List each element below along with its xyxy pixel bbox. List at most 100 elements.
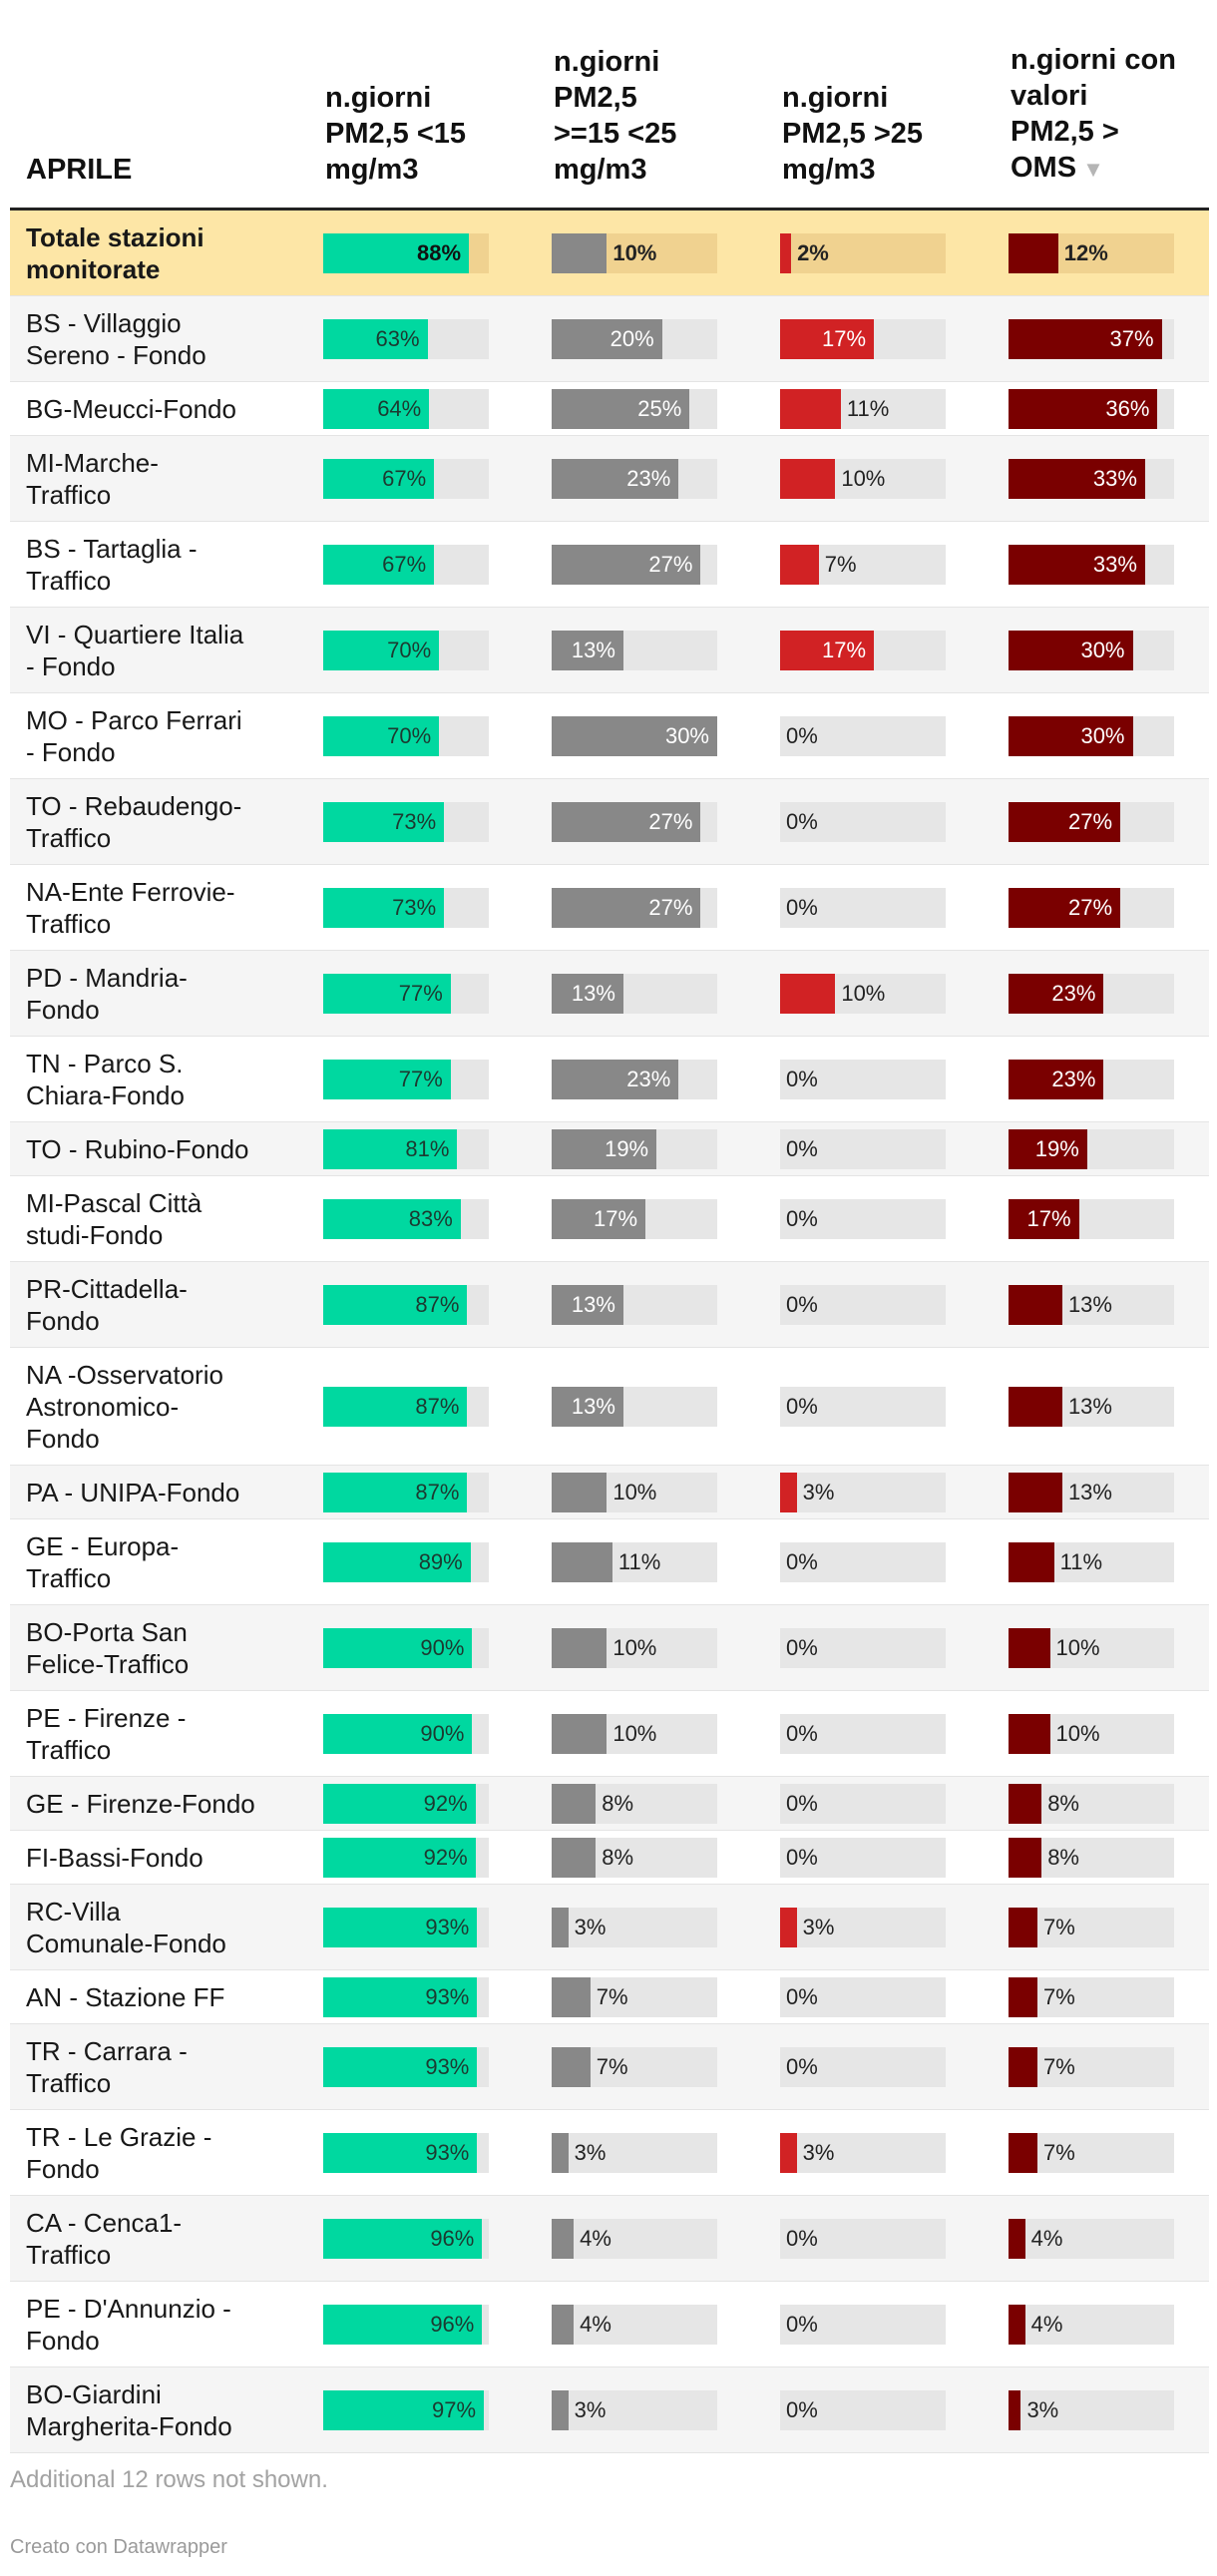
column-header-name[interactable]: APRILE [26,152,132,188]
bar-oms [1009,1838,1042,1878]
cell-oms: 7% [1009,2133,1174,2173]
value-label: 10% [612,1480,657,1504]
bar-gt25 [780,631,875,670]
bar-oms [1009,1977,1038,2017]
station-name: AN - Stazione FF [26,1970,300,2024]
column-header-lt15[interactable]: n.giorni PM2,5 <15 mg/m3 [325,80,466,188]
cell-gt25: 0% [780,1285,946,1325]
cell-oms: 27% [1009,888,1174,928]
credit-link[interactable]: Creato con Datawrapper [10,2536,227,2558]
value-label: 0% [786,1845,818,1870]
cell-gt25: 0% [780,2219,946,2259]
value-label: 27% [648,809,693,834]
cell-oms: 27% [1009,802,1174,842]
station-name: TR - Le Grazie - Fondo [26,2110,300,2196]
column-header-oms[interactable]: n.giorni con valori PM2,5 > OMS ▼ [1011,42,1176,188]
bar-oms [1009,2047,1038,2087]
cell-lt15: 73% [323,888,489,928]
cell-lt15: 81% [323,1129,489,1169]
value-label: 23% [626,1067,671,1091]
value-label: 17% [1026,1206,1071,1231]
cell-gt25: 10% [780,459,946,499]
bar-gt25 [780,459,836,499]
value-label: 0% [786,1721,818,1746]
station-name: RC-Villa Comunale-Fondo [26,1885,300,1970]
station-name-text: Totale stazioni monitorate [26,222,204,284]
station-name: BO-Giardini Margherita-Fondo [26,2367,300,2453]
station-name-text: PR-Cittadella- Fondo [26,1274,188,1336]
bar-oms [1009,1784,1042,1824]
column-header-gt25[interactable]: n.giorni PM2,5 >25 mg/m3 [782,80,923,188]
bar-track [780,1473,946,1512]
cell-oms: 7% [1009,1908,1174,1947]
cell-gt25: 7% [780,545,946,585]
cell-mid: 27% [552,802,717,842]
value-label: 67% [382,552,427,577]
bar-mid [552,1838,597,1878]
bar-mid [552,2047,591,2087]
column-header-label: n.giorni PM2,5 >25 mg/m3 [782,82,924,186]
table-row: PE - Firenze - Traffico 90% 10% 0% 10% [10,1691,1209,1777]
bar-oms [1009,1473,1062,1512]
bar-track [780,1387,946,1427]
bar-mid [552,2219,575,2259]
station-name: PA - UNIPA-Fondo [26,1466,300,1519]
cell-oms: 36% [1009,389,1174,429]
bar-gt25 [780,319,875,359]
station-name-text: GE - Europa- Traffico [26,1531,180,1593]
bar-track [552,1908,717,1947]
station-name: MO - Parco Ferrari - Fondo [26,693,300,779]
value-label: 12% [1063,240,1108,265]
value-label: 4% [1030,2226,1063,2251]
bar-mid [552,1784,597,1824]
bar-track [780,2390,946,2430]
table-row-total: Totale stazioni monitorate 88% 10% 2% 12% [10,211,1209,296]
cell-oms: 7% [1009,2047,1174,2087]
cell-mid: 25% [552,389,717,429]
station-name: MI-Marche- Traffico [26,436,300,522]
station-name: NA-Ente Ferrovie- Traffico [26,865,300,951]
bar-track [780,1838,946,1878]
station-name-text: BS - Tartaglia - Traffico [26,534,198,596]
cell-mid: 7% [552,1977,717,2017]
column-header-mid[interactable]: n.giorni PM2,5 >=15 <25 mg/m3 [554,44,676,188]
bar-lt15 [323,1473,468,1512]
bar-lt15 [323,631,440,670]
table-row: TO - Rubino-Fondo 81% 19% 0% 19% [10,1122,1209,1176]
cell-oms: 10% [1009,1628,1174,1668]
cell-gt25: 0% [780,1542,946,1582]
value-label: 4% [580,2312,611,2337]
cell-mid: 30% [552,716,717,756]
value-label: 13% [1067,1292,1112,1317]
bar-oms [1009,1387,1062,1427]
table-row: AN - Stazione FF 93% 7% 0% 7% [10,1970,1209,2024]
cell-gt25: 0% [780,1977,946,2017]
cell-mid: 3% [552,2390,717,2430]
cell-gt25: 0% [780,1784,946,1824]
cell-gt25: 0% [780,2305,946,2345]
value-label: 27% [648,895,693,920]
cell-mid: 23% [552,1060,717,1099]
station-name-text: TO - Rubino-Fondo [26,1134,249,1164]
value-label: 17% [822,638,867,662]
value-label: 70% [387,723,432,748]
bar-oms [1009,1908,1038,1947]
value-label: 10% [841,466,886,491]
bar-lt15 [323,1784,476,1824]
sort-descending-icon[interactable]: ▼ [1082,157,1104,182]
value-label: 13% [1067,1394,1112,1419]
column-header-label: n.giorni PM2,5 <15 mg/m3 [325,82,467,186]
bar-track [552,2305,717,2345]
value-label: 27% [1068,895,1113,920]
table-row: VI - Quartiere Italia - Fondo 70% 13% 17% 30… [10,608,1209,693]
bar-oms [1009,1542,1054,1582]
bar-mid [552,319,662,359]
value-label: 0% [786,1292,818,1317]
value-label: 0% [786,2054,818,2079]
value-label: 93% [425,1915,470,1939]
cell-oms: 13% [1009,1387,1174,1427]
table-row: BO-Giardini Margherita-Fondo 97% 3% 0% 3% [10,2367,1209,2453]
table-row: MO - Parco Ferrari - Fondo 70% 30% 0% 30% [10,693,1209,779]
cell-gt25: 0% [780,802,946,842]
bar-mid [552,1977,591,2017]
